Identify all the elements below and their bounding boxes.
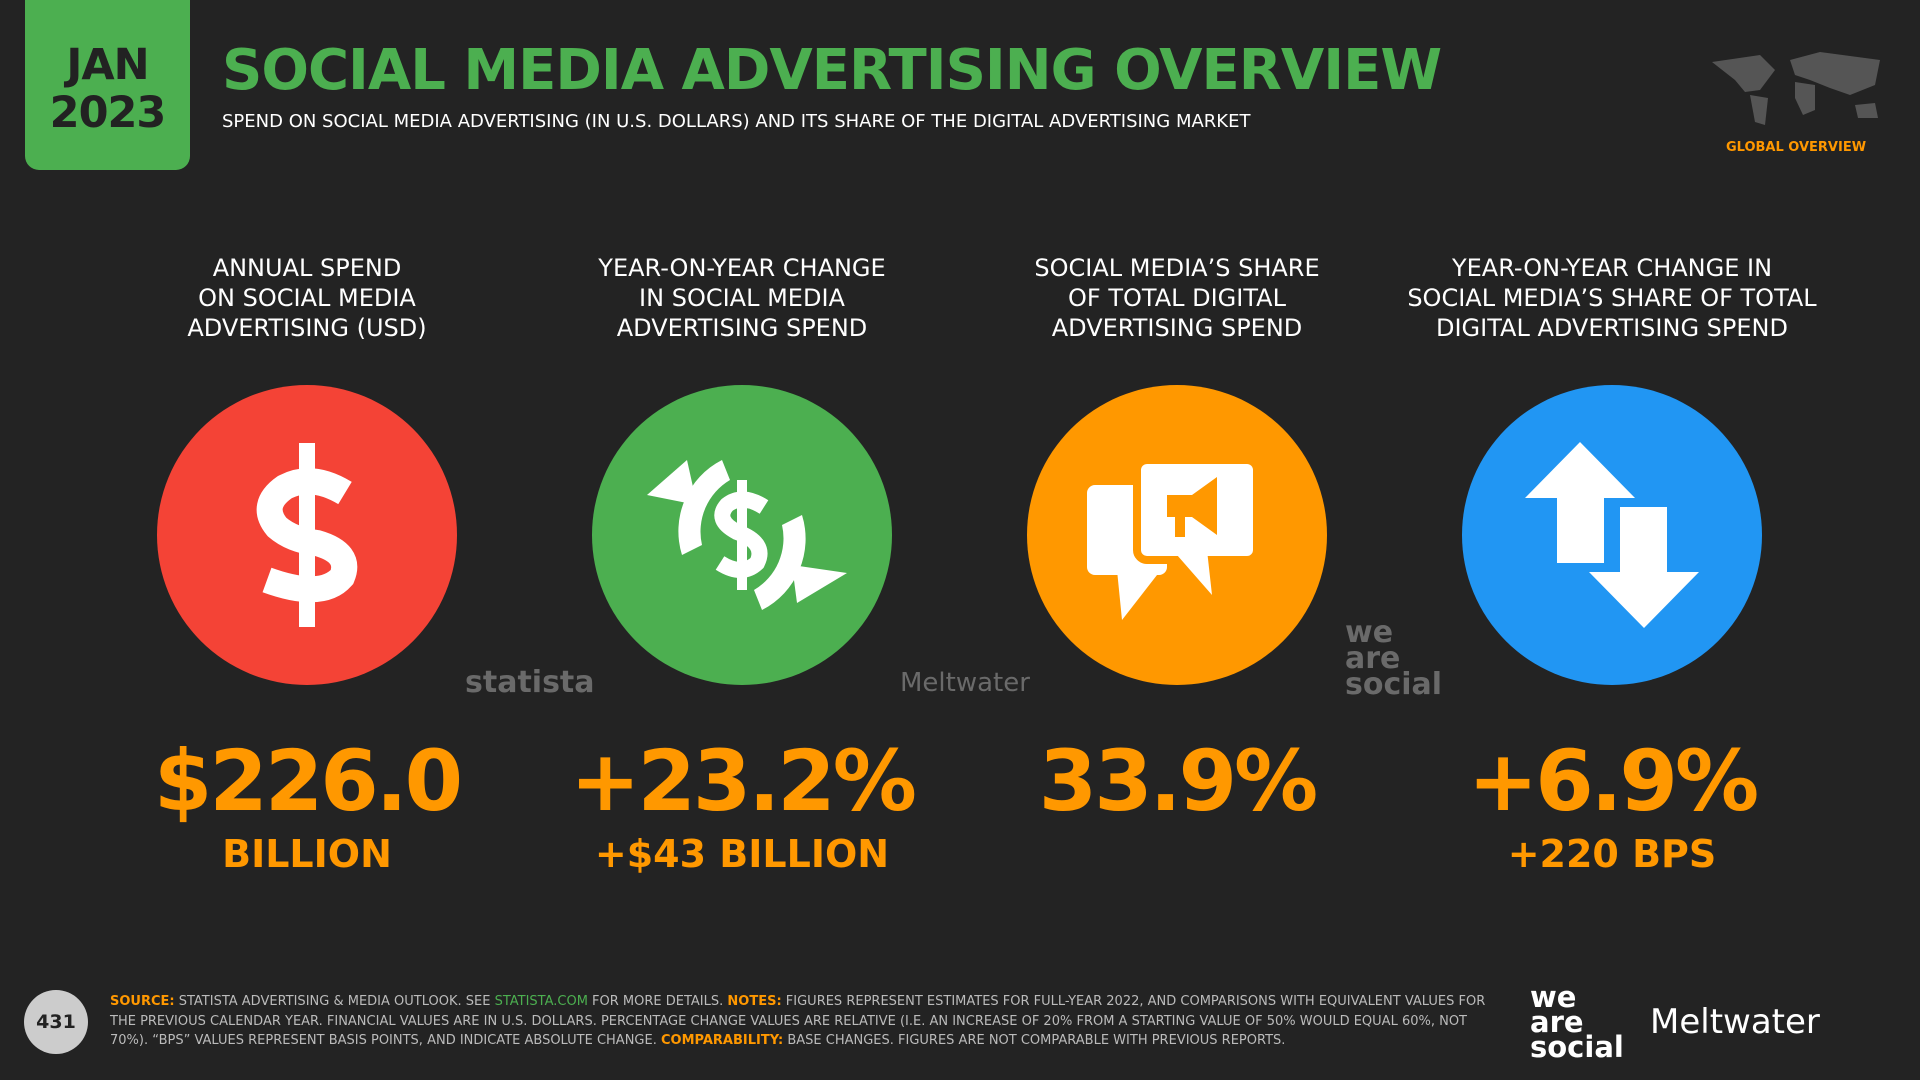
note-plain: STATISTA ADVERTISING & MEDIA OUTLOOK. SE… xyxy=(174,994,495,1009)
page-number: 431 xyxy=(36,1011,76,1033)
card-label: ANNUAL SPEND xyxy=(212,254,402,282)
card-sub-value: +$43 BILLION xyxy=(594,832,890,876)
partner-logo: statista xyxy=(465,665,595,700)
dollar-icon xyxy=(256,443,358,627)
up-down-icon xyxy=(1525,442,1699,628)
card-sub-value: +220 BPS xyxy=(1507,832,1717,876)
note-plain: FIGURES REPRESENT ESTIMATES FOR FULL-YEA… xyxy=(110,994,1486,1048)
card-value: $226.0 xyxy=(153,732,463,830)
world-map xyxy=(1712,52,1880,125)
footer-notes: SOURCE: STATISTA ADVERTISING & MEDIA OUT… xyxy=(110,992,1495,1051)
footer-logo: Meltwater xyxy=(1650,1002,1820,1042)
note-label: SOURCE: xyxy=(110,994,175,1009)
card-label: YEAR-ON-YEAR CHANGE xyxy=(598,254,886,282)
card-sub-value: BILLION xyxy=(222,832,392,876)
note-label: COMPARABILITY: xyxy=(660,1033,784,1048)
speech-icon xyxy=(1087,456,1261,620)
note-label: NOTES: xyxy=(727,994,782,1009)
card-label: YEAR-ON-YEAR CHANGE IN xyxy=(1451,254,1773,282)
date-month: JAN xyxy=(66,40,149,90)
note-plain: FOR MORE DETAILS. xyxy=(587,994,728,1009)
card-label: OF TOTAL DIGITAL xyxy=(1068,284,1286,312)
card-value: +6.9% xyxy=(1467,732,1759,830)
partner-logo: we are social xyxy=(1345,615,1443,702)
card-label: DIGITAL ADVERTISING SPEND xyxy=(1436,314,1788,342)
title: SOCIAL MEDIA ADVERTISING OVERVIEW xyxy=(222,38,1442,103)
card-value: +23.2% xyxy=(570,732,917,830)
note-link: STATISTA.COM xyxy=(494,994,588,1009)
date-tab xyxy=(25,0,190,170)
card-label: ADVERTISING (USD) xyxy=(187,314,427,342)
card-label: ADVERTISING SPEND xyxy=(616,314,868,342)
partner-logo: Meltwater xyxy=(900,668,1030,698)
page-circle xyxy=(24,990,88,1054)
card-label: IN SOCIAL MEDIA xyxy=(639,284,845,312)
card-label: SOCIAL MEDIA’S SHARE xyxy=(1034,254,1320,282)
card-value: 33.9% xyxy=(1038,732,1318,830)
date-year: 2023 xyxy=(49,88,167,138)
card-label: ADVERTISING SPEND xyxy=(1051,314,1303,342)
subtitle: SPEND ON SOCIAL MEDIA ADVERTISING (IN U.… xyxy=(222,111,1251,132)
note-plain: BASE CHANGES. FIGURES ARE NOT COMPARABLE… xyxy=(783,1033,1286,1048)
exchange-icon xyxy=(647,460,847,610)
icon-circle xyxy=(1462,385,1762,685)
card-label: ON SOCIAL MEDIA xyxy=(198,284,416,312)
card-label: SOCIAL MEDIA’S SHARE OF TOTAL xyxy=(1407,284,1817,312)
section-label: GLOBAL OVERVIEW xyxy=(1725,140,1867,155)
footer-logo: we are social xyxy=(1530,980,1624,1064)
